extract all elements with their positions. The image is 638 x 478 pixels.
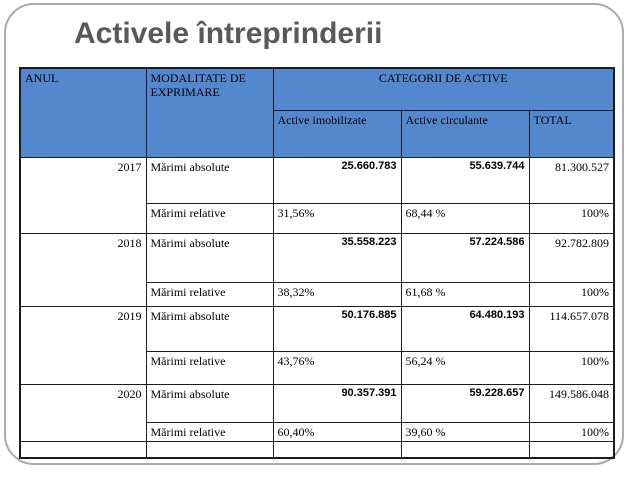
year-cell: 2020 bbox=[19, 383, 147, 442]
slide-frame-border bbox=[4, 3, 624, 465]
table-row: Mărimi relative 60,40% 39,60 % 100% bbox=[20, 421, 615, 442]
absolute-label-cell: Mărimi absolute bbox=[145, 383, 274, 423]
value-imobilizate-relative: 31,56% bbox=[272, 202, 402, 234]
year-cell: 2019 bbox=[19, 305, 147, 385]
value-imobilizate-absolute: 25.660.783 bbox=[272, 156, 402, 204]
value-total-relative: 100% bbox=[528, 350, 615, 385]
value-total-absolute: 114.657.078 bbox=[528, 305, 615, 352]
empty-cell bbox=[272, 440, 402, 459]
absolute-label-cell: Mărimi absolute bbox=[145, 156, 274, 204]
empty-cell bbox=[528, 440, 615, 459]
value-imobilizate-relative: 38,32% bbox=[272, 281, 402, 307]
table-row: Mărimi relative 43,76% 56,24 % 100% bbox=[20, 350, 615, 385]
slide-title: Activele întreprinderii bbox=[74, 17, 383, 50]
header-active-imobilizate: Active imobilizate bbox=[272, 109, 402, 158]
value-total-absolute: 92.782.809 bbox=[528, 232, 615, 283]
value-total-absolute: 81.300.527 bbox=[528, 156, 615, 204]
relative-label-cell: Mărimi relative bbox=[145, 421, 274, 442]
table-row: 2020 Mărimi absolute 90.357.391 59.228.6… bbox=[19, 383, 615, 442]
value-circulante-relative: 68,44 % bbox=[400, 202, 530, 234]
absolute-label-cell: Mărimi absolute bbox=[145, 232, 274, 283]
value-imobilizate-absolute: 50.176.885 bbox=[272, 305, 402, 352]
header-anul: ANUL bbox=[19, 67, 147, 158]
value-imobilizate-absolute: 90.357.391 bbox=[272, 383, 402, 423]
header-total: TOTAL bbox=[528, 109, 615, 158]
empty-table-row bbox=[19, 440, 615, 459]
value-circulante-absolute: 57.224.586 bbox=[400, 232, 530, 283]
value-imobilizate-relative: 60,40% bbox=[272, 421, 402, 442]
relative-label-cell: Mărimi relative bbox=[145, 281, 274, 307]
relative-label-cell: Mărimi relative bbox=[145, 350, 274, 385]
table-row: Mărimi relative 31,56% 68,44 % 100% bbox=[20, 202, 615, 234]
table-row: Mărimi relative 38,32% 61,68 % 100% bbox=[20, 281, 615, 307]
year-cell: 2018 bbox=[19, 232, 147, 307]
value-total-relative: 100% bbox=[528, 421, 615, 442]
empty-cell bbox=[19, 440, 147, 459]
empty-cell bbox=[400, 440, 530, 459]
year-cell: 2017 bbox=[19, 156, 147, 234]
value-circulante-relative: 39,60 % bbox=[400, 421, 530, 442]
value-total-relative: 100% bbox=[528, 202, 615, 234]
value-circulante-relative: 56,24 % bbox=[400, 350, 530, 385]
value-total-relative: 100% bbox=[528, 281, 615, 307]
table-row: 2019 Mărimi absolute 50.176.885 64.480.1… bbox=[19, 305, 615, 385]
assets-table: ANUL MODALITATE DE EXPRIMARE CATEGORII D… bbox=[19, 67, 616, 460]
value-circulante-absolute: 55.639.744 bbox=[400, 156, 530, 204]
header-active-circulante: Active circulante bbox=[400, 109, 530, 158]
table-row: 2017 Mărimi absolute 25.660.783 55.639.7… bbox=[19, 156, 615, 234]
value-circulante-relative: 61,68 % bbox=[400, 281, 530, 307]
absolute-label-cell: Mărimi absolute bbox=[145, 305, 274, 352]
value-total-absolute: 149.586.048 bbox=[528, 383, 615, 423]
value-imobilizate-absolute: 35.558.223 bbox=[272, 232, 402, 283]
value-circulante-absolute: 64.480.193 bbox=[400, 305, 530, 352]
empty-cell bbox=[145, 440, 274, 459]
relative-label-cell: Mărimi relative bbox=[145, 202, 274, 234]
header-modalitate: MODALITATE DE EXPRIMARE bbox=[145, 67, 274, 158]
value-imobilizate-relative: 43,76% bbox=[272, 350, 402, 385]
value-circulante-absolute: 59.228.657 bbox=[400, 383, 530, 423]
header-categorii: CATEGORII DE ACTIVE bbox=[272, 67, 615, 111]
table-row: 2018 Mărimi absolute 35.558.223 57.224.5… bbox=[19, 232, 615, 307]
